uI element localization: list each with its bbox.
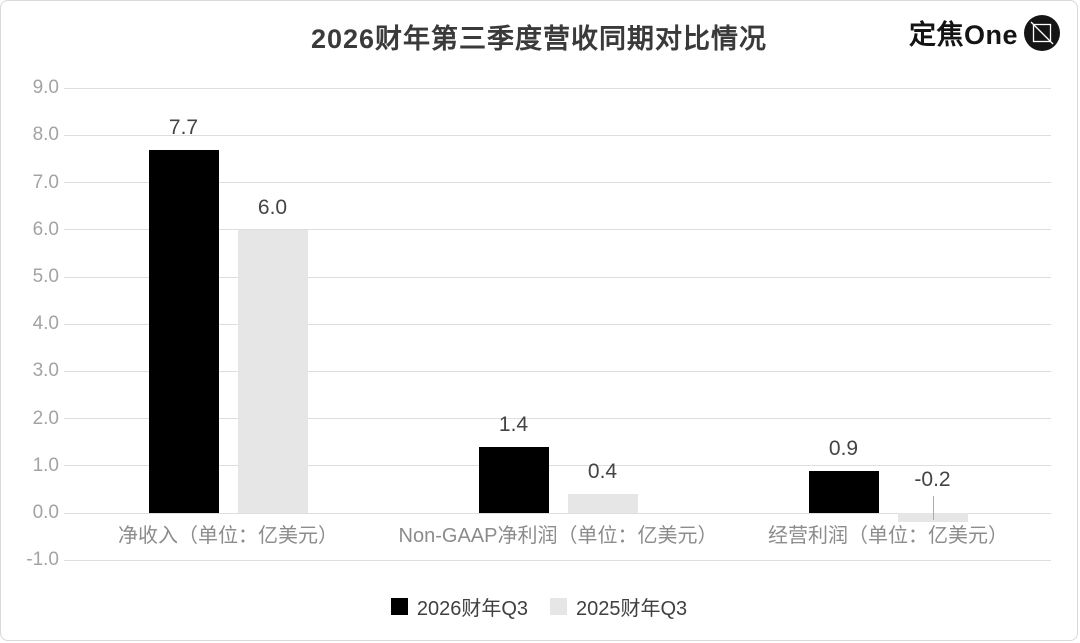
y-axis-tick-label: 5.0 [32, 266, 59, 287]
legend-item: 2026财年Q3 [390, 592, 528, 621]
bar [237, 229, 308, 513]
gridline [64, 512, 1051, 514]
bar [148, 149, 219, 513]
chart-title: 2026财年第三季度营收同期对比情况 [310, 24, 768, 54]
gridline [64, 370, 1051, 372]
y-axis-tick-label: 8.0 [32, 124, 59, 146]
bar-value-label: 6.0 [257, 195, 288, 219]
bar-value-label: 0.9 [828, 436, 859, 460]
bar [478, 446, 549, 513]
legend-swatch [550, 598, 567, 615]
gridline [64, 559, 1051, 561]
negative-value-leader-line [932, 496, 934, 520]
bar [567, 494, 638, 513]
y-axis-tick-label: 0.0 [32, 502, 59, 523]
y-axis-tick-label: 2.0 [32, 407, 59, 429]
bar-value-label: -0.2 [914, 468, 951, 491]
bar-value-label: 1.4 [498, 412, 529, 436]
y-axis-tick-label: 9.0 [32, 77, 59, 99]
bar-value-label: 0.4 [587, 460, 618, 484]
x-axis-category-label: 经营利润（单位：亿美元） [768, 525, 1008, 547]
y-axis-tick-label: 1.0 [32, 454, 59, 476]
legend-swatch [390, 598, 408, 615]
brand-logo: 定焦One [909, 13, 1061, 52]
legend: 2026财年Q3 2025财年Q3 [1, 592, 1077, 621]
y-axis-tick-label: 6.0 [32, 218, 59, 240]
legend-label: 2026财年Q3 [416, 598, 528, 620]
gridline [64, 87, 1051, 89]
bar [808, 470, 879, 513]
bar-value-label: 7.7 [168, 115, 199, 139]
gridline [64, 418, 1051, 420]
gridline [64, 323, 1051, 325]
gridline [64, 134, 1051, 136]
legend-label: 2025财年Q3 [576, 598, 688, 620]
gridline [64, 229, 1051, 231]
x-axis-category-label: Non-GAAP净利润（单位：亿美元） [398, 525, 718, 547]
y-axis-tick-label: -1.0 [26, 549, 59, 571]
brand-name: 定焦One [908, 20, 1018, 50]
gridline [64, 182, 1051, 184]
gridline [64, 276, 1051, 278]
legend-item: 2025财年Q3 [550, 592, 687, 621]
gridline [64, 465, 1051, 467]
x-axis-category-label: 净收入（单位：亿美元） [118, 525, 338, 547]
y-axis-tick-label: 7.0 [32, 171, 59, 193]
y-axis-tick-label: 3.0 [32, 360, 59, 382]
y-axis-tick-label: 4.0 [32, 313, 59, 335]
focus-lens-icon [1024, 14, 1060, 51]
